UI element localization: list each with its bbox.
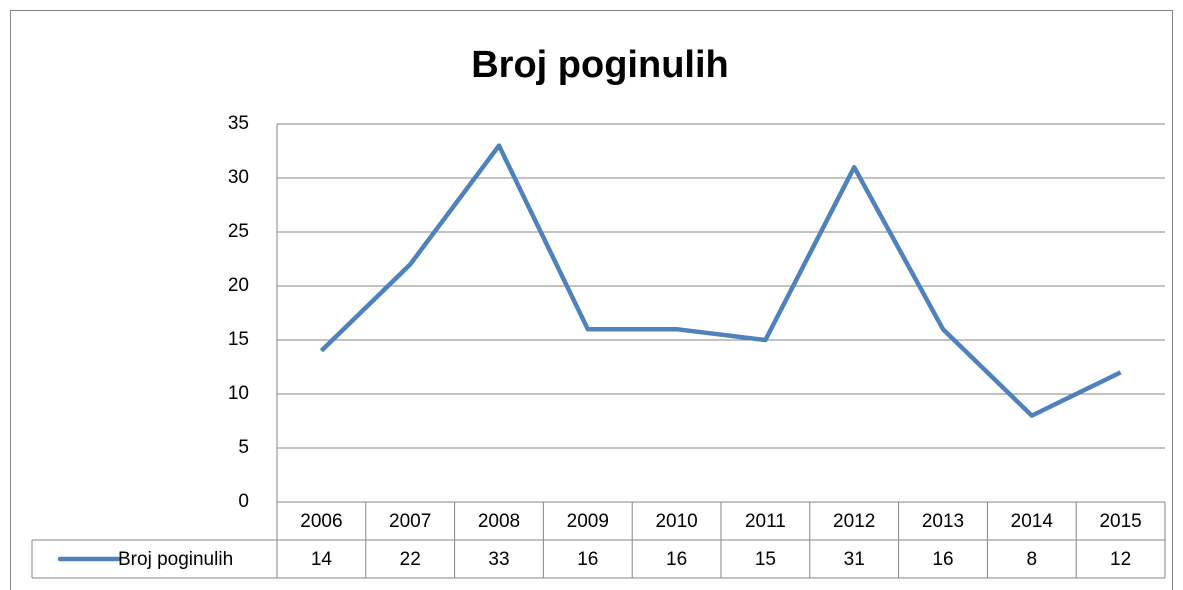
y-tick-label: 0 bbox=[238, 491, 249, 512]
table-value: 16 bbox=[666, 549, 687, 570]
x-tick-label: 2008 bbox=[478, 511, 520, 532]
table-value: 15 bbox=[755, 549, 776, 570]
y-tick-label: 35 bbox=[228, 113, 249, 134]
x-tick-label: 2014 bbox=[1011, 511, 1054, 532]
table-value: 12 bbox=[1110, 549, 1131, 570]
chart-border bbox=[10, 10, 1173, 590]
table-value: 8 bbox=[1027, 549, 1038, 570]
x-tick-label: 2012 bbox=[833, 511, 875, 532]
table-value: 22 bbox=[400, 549, 421, 570]
x-tick-label: 2006 bbox=[300, 511, 342, 532]
table-value: 14 bbox=[311, 549, 333, 570]
table-value: 33 bbox=[488, 549, 509, 570]
y-tick-label: 20 bbox=[228, 275, 249, 296]
y-tick-label: 25 bbox=[228, 221, 249, 242]
y-tick-label: 10 bbox=[228, 383, 249, 404]
x-tick-label: 2015 bbox=[1099, 511, 1141, 532]
table-value: 16 bbox=[932, 549, 953, 570]
x-tick-label: 2007 bbox=[389, 511, 431, 532]
x-tick-label: 2013 bbox=[922, 511, 964, 532]
series-line bbox=[319, 143, 1122, 418]
y-tick-label: 5 bbox=[238, 437, 249, 458]
legend-label: Broj poginulih bbox=[118, 549, 233, 570]
table-value: 31 bbox=[844, 549, 865, 570]
y-tick-label: 30 bbox=[228, 167, 249, 188]
table-value: 16 bbox=[577, 549, 598, 570]
y-tick-label: 15 bbox=[228, 329, 249, 350]
x-tick-label: 2010 bbox=[655, 511, 697, 532]
x-tick-label: 2011 bbox=[745, 511, 786, 532]
x-tick-label: 2009 bbox=[567, 511, 609, 532]
chart-title: Broj poginulih bbox=[471, 44, 729, 86]
